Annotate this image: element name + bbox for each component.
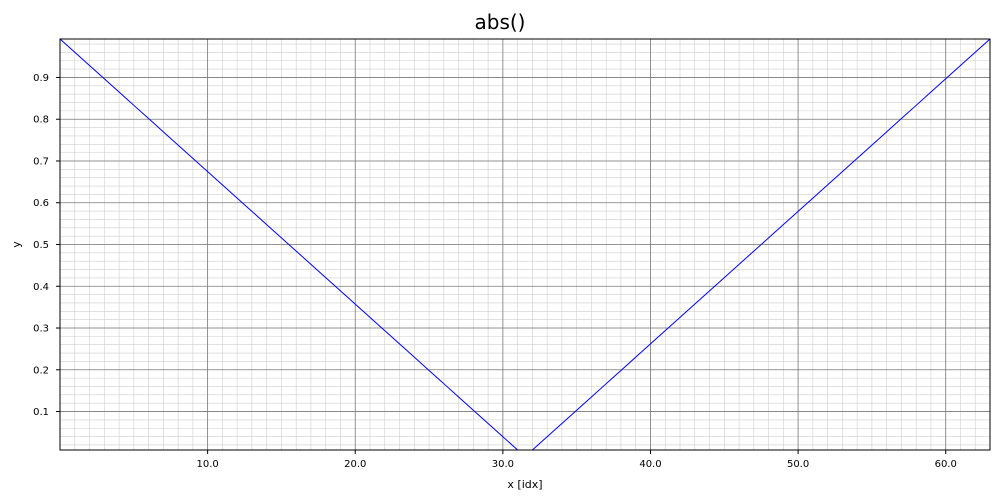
- y-tick-label: 0.6: [33, 198, 49, 209]
- y-tick-label: 0.8: [33, 115, 49, 126]
- x-axis-label: x [idx]: [507, 478, 542, 491]
- x-tick-label: 30.0: [492, 459, 514, 470]
- chart-title: abs(): [474, 10, 526, 34]
- major-grid: [60, 39, 990, 450]
- y-tick-label: 0.1: [33, 407, 49, 418]
- y-axis-ticks: 0.1 0.2 0.3 0.4 0.5 0.6 0.7 0.8 0.9: [33, 73, 60, 418]
- x-tick-label: 10.0: [196, 459, 218, 470]
- y-tick-label: 0.4: [33, 282, 49, 293]
- x-tick-label: 50.0: [787, 459, 809, 470]
- y-tick-label: 0.9: [33, 73, 49, 84]
- y-axis-label: y: [10, 241, 23, 248]
- x-axis-ticks: 10.0 20.0 30.0 40.0 50.0 60.0: [196, 450, 957, 470]
- y-tick-label: 0.7: [33, 156, 49, 167]
- x-tick-label: 40.0: [639, 459, 661, 470]
- x-tick-label: 20.0: [344, 459, 366, 470]
- y-tick-label: 0.3: [33, 324, 49, 335]
- y-tick-label: 0.5: [33, 240, 49, 251]
- x-tick-label: 60.0: [935, 459, 957, 470]
- y-tick-label: 0.2: [33, 365, 49, 376]
